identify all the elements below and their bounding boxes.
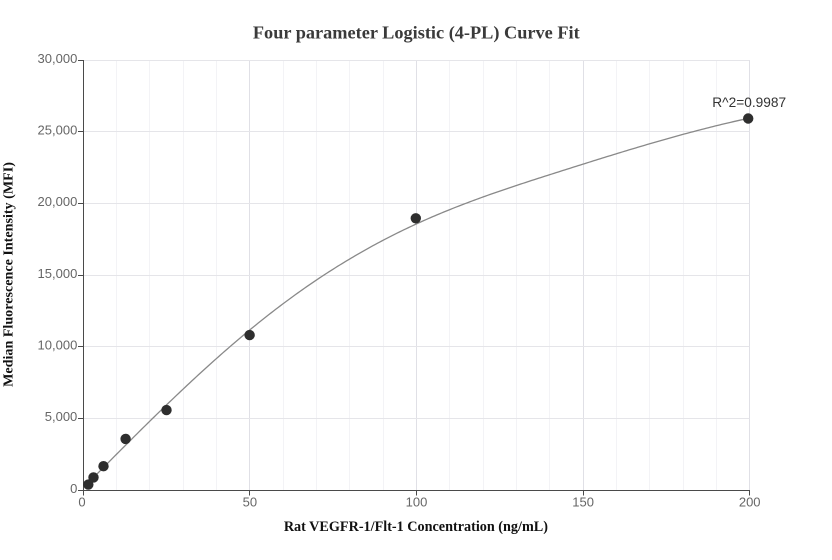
svg-text:Rat VEGFR-1/Flt-1 Concentratio: Rat VEGFR-1/Flt-1 Concentration (ng/mL) [284, 519, 548, 535]
svg-text:10,000: 10,000 [38, 338, 78, 353]
svg-text:150: 150 [572, 495, 594, 510]
svg-text:15,000: 15,000 [38, 266, 78, 281]
svg-text:20,000: 20,000 [38, 194, 78, 209]
svg-text:200: 200 [739, 495, 761, 510]
svg-text:5,000: 5,000 [45, 409, 78, 424]
svg-text:25,000: 25,000 [38, 123, 78, 138]
svg-text:Four parameter Logistic (4-PL): Four parameter Logistic (4-PL) Curve Fit [253, 23, 580, 44]
svg-text:30,000: 30,000 [38, 51, 78, 66]
svg-text:Median Fluorescence Intensity: Median Fluorescence Intensity (MFI) [1, 162, 17, 387]
svg-text:0: 0 [70, 481, 77, 496]
svg-text:R^2=0.9987: R^2=0.9987 [712, 95, 786, 110]
svg-text:50: 50 [243, 495, 257, 510]
svg-text:100: 100 [406, 495, 428, 510]
svg-text:0: 0 [78, 495, 85, 510]
